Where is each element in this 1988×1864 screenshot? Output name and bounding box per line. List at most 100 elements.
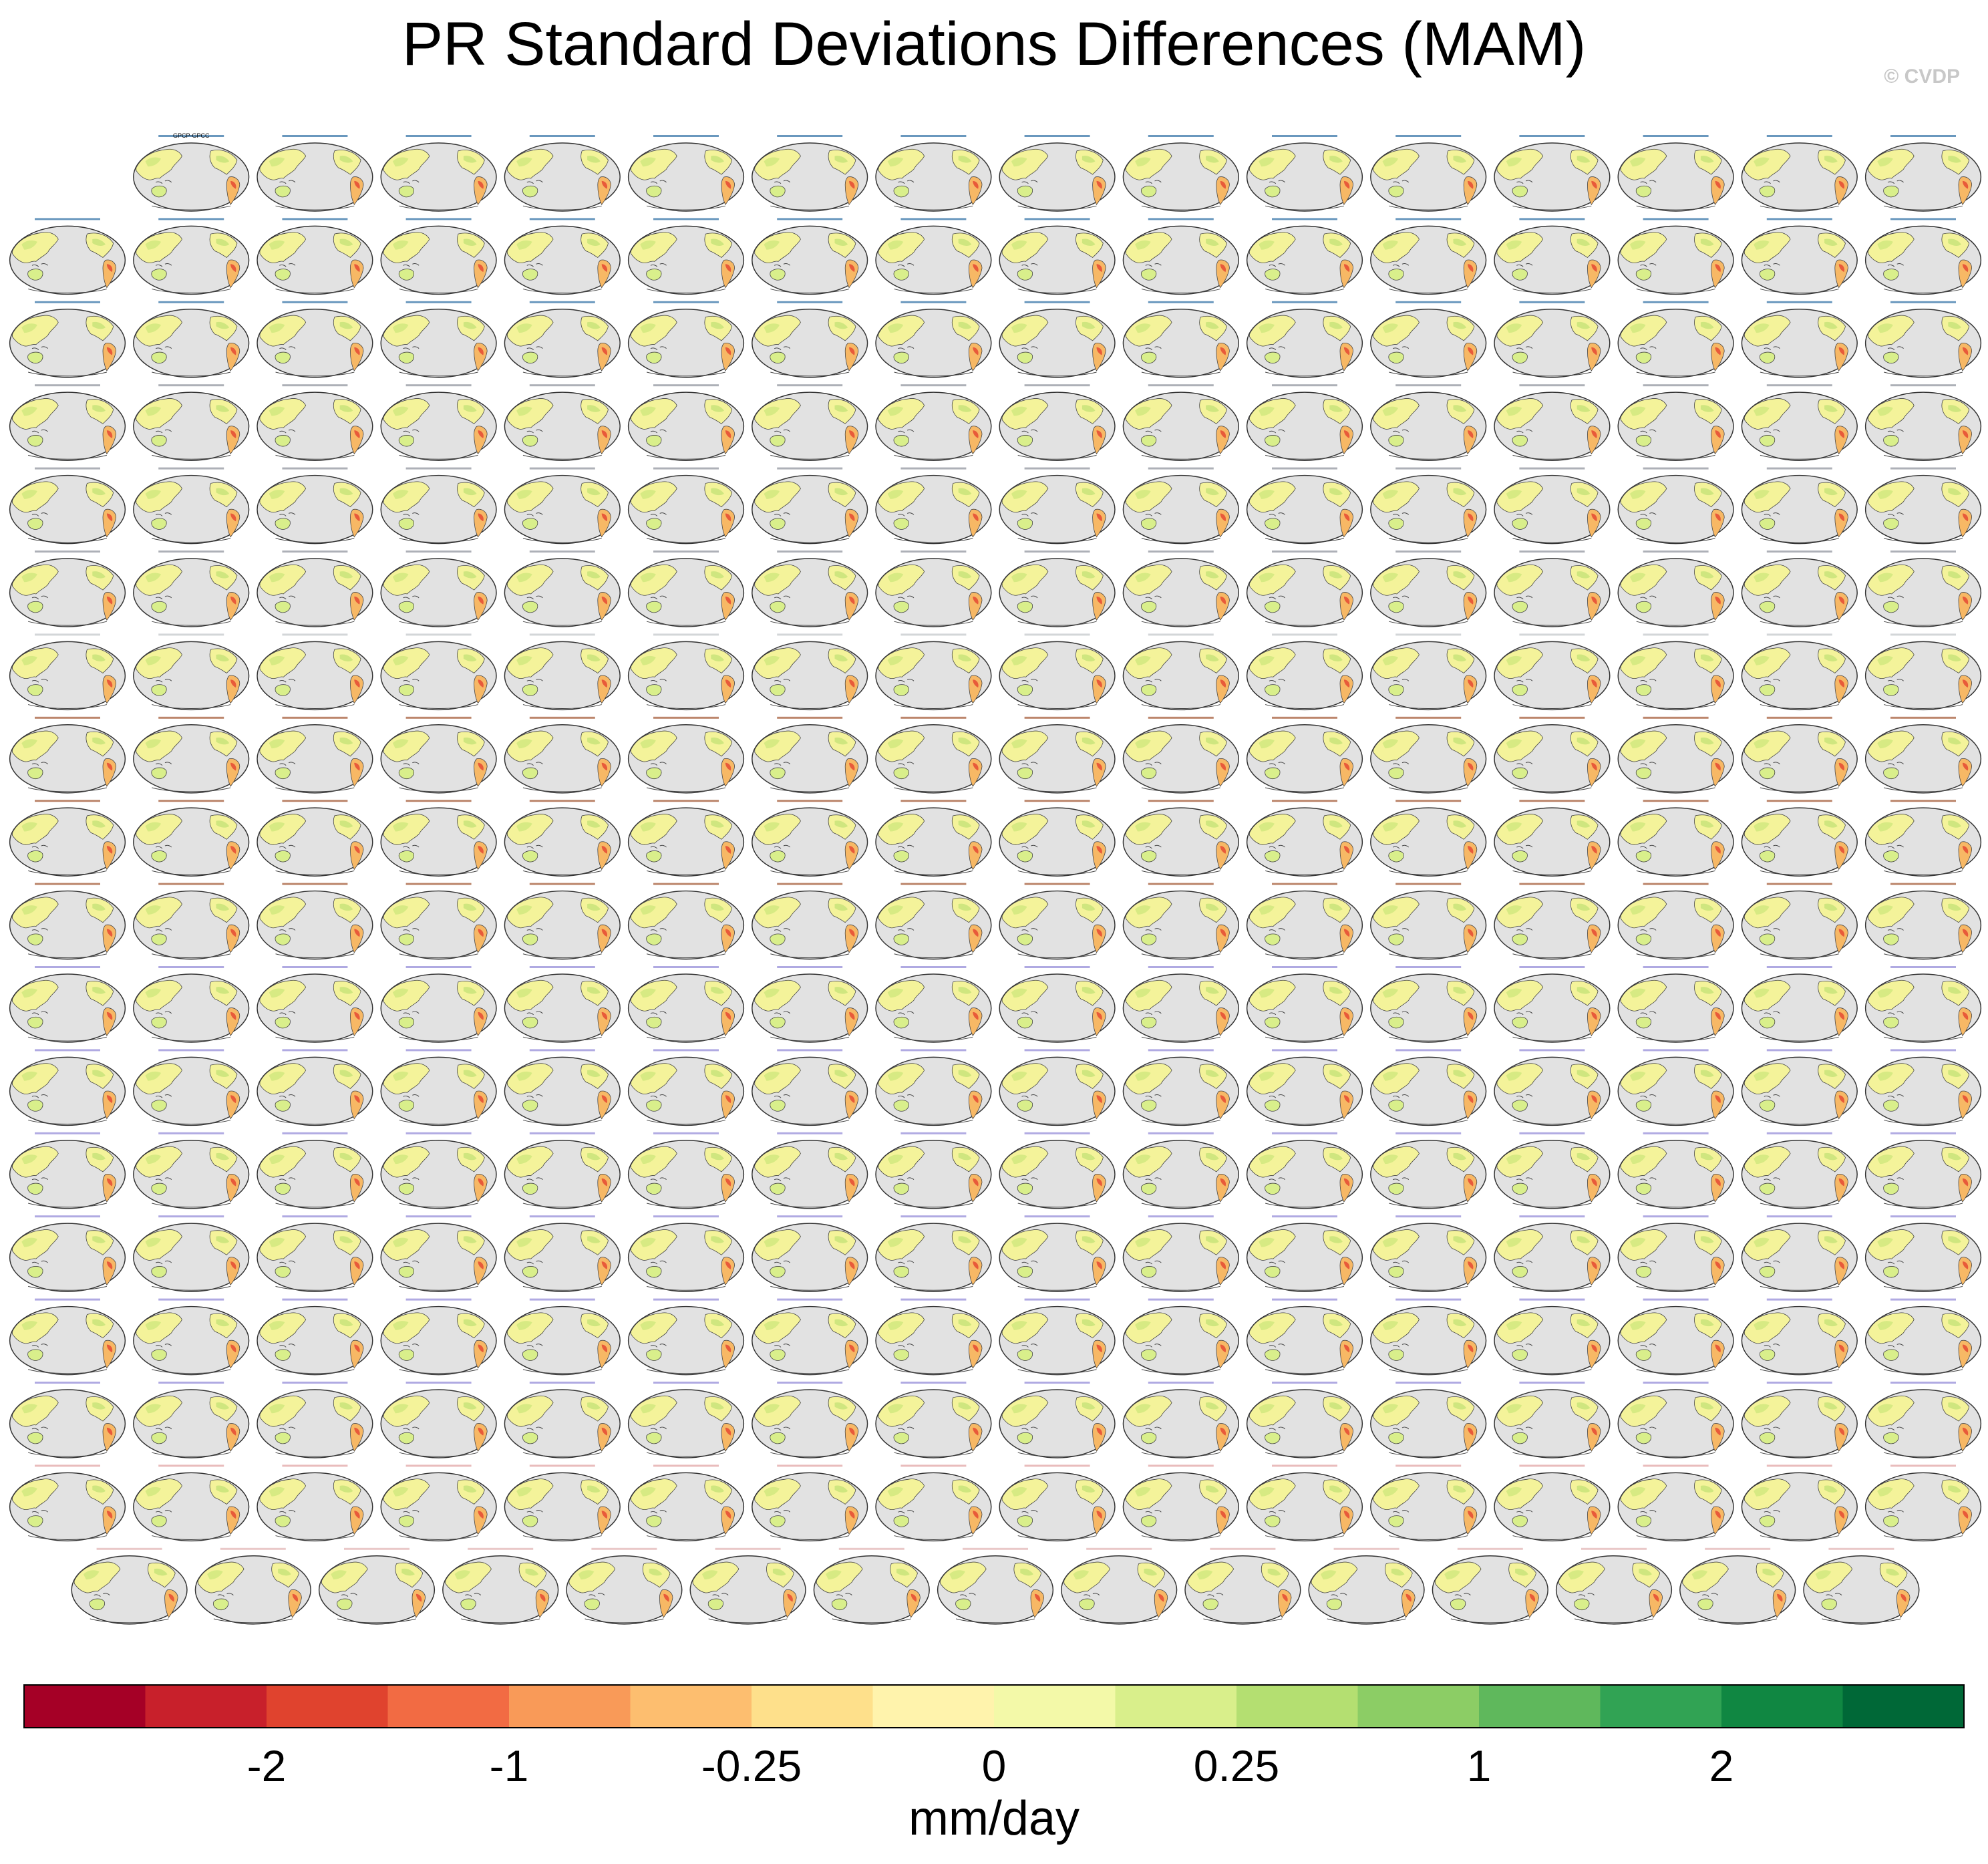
map-panel (1864, 633, 1982, 711)
map-panel-title-mark (405, 633, 472, 636)
map-panel (627, 1215, 745, 1292)
map-panel (380, 135, 497, 212)
map-panel (627, 633, 745, 711)
map-panel-title-mark (1766, 716, 1832, 719)
map-panel (1741, 551, 1858, 627)
map-panel-title-mark (1519, 218, 1585, 220)
map-panel-title-mark (1272, 551, 1337, 553)
map-panel (257, 966, 373, 1043)
map-panel (9, 633, 126, 711)
map-panel (9, 1298, 126, 1376)
map-panel-title-mark (1519, 633, 1585, 636)
map-panel-title-mark (405, 883, 472, 885)
map-panel (9, 716, 126, 794)
map-panel-title-mark (777, 135, 843, 137)
map-panel (1864, 1132, 1982, 1209)
map-panel-title-mark (529, 1132, 595, 1134)
map-panel-title-mark (529, 1215, 595, 1218)
map-panel (1122, 135, 1239, 212)
map-panel-title-mark (1395, 135, 1462, 137)
map-panel-title-mark (1890, 1132, 1956, 1134)
map-panel-title-mark (653, 1132, 719, 1134)
map-panel-title-mark (1890, 883, 1956, 885)
map-panel-title-mark (1890, 1298, 1956, 1301)
page-title: PR Standard Deviations Differences (MAM) (401, 10, 1587, 78)
map-panel (504, 800, 621, 877)
map-panel (875, 218, 992, 295)
map-panel-title-mark (1643, 1049, 1709, 1052)
map-panel-title-mark (653, 1215, 719, 1218)
map-panel (999, 716, 1116, 794)
map-panel-title-mark (1766, 135, 1832, 137)
map-panel-title-mark (653, 384, 719, 387)
map-panel (1122, 301, 1239, 378)
map-panel (999, 1215, 1116, 1292)
map-panel-title-mark (900, 551, 967, 553)
map-panel-title-mark (715, 1547, 781, 1550)
map-panel-title-mark (1766, 218, 1832, 220)
map-panel (133, 633, 250, 711)
map-panel-title-mark (1272, 384, 1337, 387)
map-panel-title-mark (1519, 467, 1585, 470)
map-panel-title-mark (1024, 135, 1090, 137)
map-panel-title-mark (1519, 384, 1585, 387)
map-panel (1494, 1464, 1611, 1542)
map-panel (1494, 1132, 1611, 1209)
map-panel-title-mark (35, 1215, 100, 1218)
map-panel (1741, 384, 1858, 461)
map-panel-title-mark (158, 966, 224, 968)
map-panel (9, 1464, 126, 1542)
map-panel (1246, 1132, 1363, 1209)
map-panel-title-mark (900, 218, 967, 220)
map-panel-title-mark (900, 1049, 967, 1052)
map-panel (1864, 301, 1982, 378)
map-panel (1370, 301, 1487, 378)
map-panel-title-mark (1024, 966, 1090, 968)
map-panel (1246, 1298, 1363, 1376)
map-panel (133, 1382, 250, 1458)
map-panel-title-mark (1766, 1049, 1832, 1052)
map-panel-title-mark (900, 1132, 967, 1134)
map-panel-title-mark (777, 384, 843, 387)
map-panel (1370, 551, 1487, 627)
map-panel-title-mark (1705, 1547, 1771, 1550)
map-panel-title-mark (777, 1298, 843, 1301)
map-panel (1617, 301, 1734, 378)
map-panel (1617, 551, 1734, 627)
map-panel (875, 551, 992, 627)
map-panel-title-mark (1272, 1215, 1337, 1218)
map-panel-title-mark (1024, 1382, 1090, 1384)
map-panel (1494, 883, 1611, 960)
map-panel-title-mark (1395, 633, 1462, 636)
map-panel (627, 1298, 745, 1376)
map-panel-title-mark (1643, 1132, 1709, 1134)
map-panel-title-mark (158, 551, 224, 553)
map-panel-title-mark (1024, 883, 1090, 885)
map-panel-title-mark (158, 1382, 224, 1384)
map-panel (1741, 800, 1858, 877)
map-panel (9, 218, 126, 295)
map-panel (380, 1298, 497, 1376)
map-panel (133, 135, 250, 212)
map-panel (627, 1132, 745, 1209)
map-panel-title-mark (529, 384, 595, 387)
map-panel (1122, 716, 1239, 794)
map-panel (257, 1049, 373, 1126)
map-panel-title-mark (653, 1382, 719, 1384)
map-panel-title-mark (1395, 1464, 1462, 1467)
map-panel-title-mark (1148, 716, 1214, 719)
map-panel-title-mark (1024, 716, 1090, 719)
map-panel (752, 1382, 868, 1458)
map-panel (9, 1132, 126, 1209)
map-panel-title-mark (405, 1132, 472, 1134)
map-panel (257, 551, 373, 627)
map-panel-title-mark (405, 218, 472, 220)
map-panel-title-mark (1643, 1298, 1709, 1301)
map-panel (1494, 135, 1611, 212)
map-panel-title-mark (282, 1132, 348, 1134)
map-panel (689, 1547, 806, 1625)
map-panel (1864, 1215, 1982, 1292)
map-panel (1246, 467, 1363, 545)
map-panel-title-mark (1148, 800, 1214, 802)
map-panel (1370, 633, 1487, 711)
